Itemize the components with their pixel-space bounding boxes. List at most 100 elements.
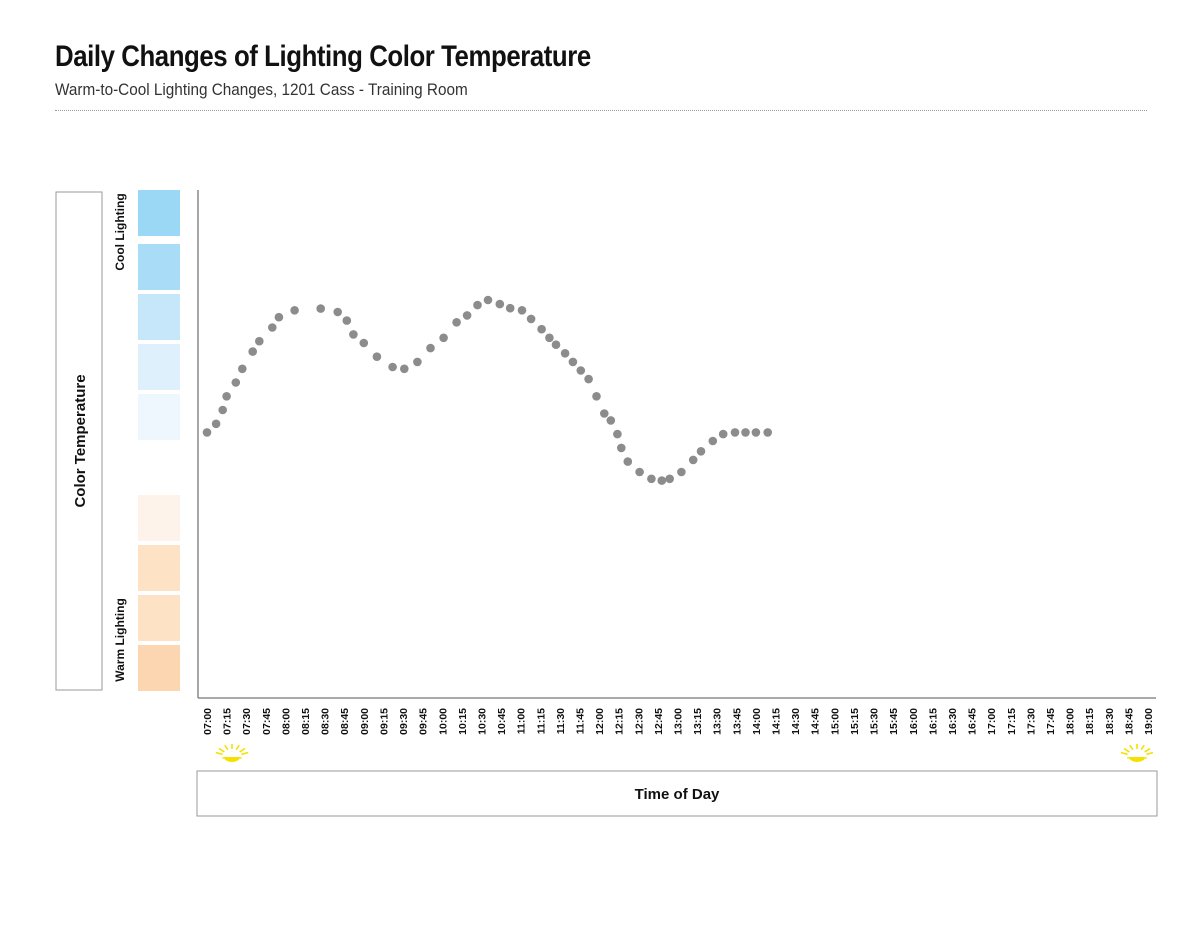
data-point: [413, 357, 422, 367]
color-temperature-bands: [138, 190, 180, 691]
x-tick-label: 18:00: [1065, 708, 1077, 735]
data-point: [202, 428, 212, 437]
warm-band-3: [138, 595, 180, 641]
x-tick-label: 14:30: [790, 708, 802, 735]
data-points: [202, 295, 772, 485]
data-point: [730, 428, 740, 437]
data-point: [211, 419, 221, 429]
x-tick-label: 10:15: [457, 708, 469, 735]
data-point: [231, 378, 241, 387]
x-tick-label: 07:00: [202, 708, 214, 735]
x-axis-label: Time of Day: [635, 786, 720, 803]
data-point: [545, 333, 554, 343]
data-point: [290, 306, 299, 315]
y-axis-label: Color Temperature: [72, 374, 89, 507]
data-point: [584, 374, 593, 384]
x-tick-label: 15:30: [869, 708, 881, 735]
x-tick-label: 17:15: [1006, 708, 1018, 735]
data-point: [473, 300, 482, 310]
data-point: [647, 474, 656, 484]
x-tick-label: 09:00: [359, 708, 371, 735]
x-tick-label: 08:45: [339, 708, 351, 735]
x-tick-label: 09:45: [418, 708, 430, 735]
data-point: [349, 330, 358, 339]
data-point: [218, 405, 227, 415]
data-point: [763, 428, 772, 437]
sunrise-icon: [215, 744, 249, 762]
y-axis-label-box: [55, 191, 103, 691]
x-tick-label: 13:15: [692, 708, 704, 735]
data-point: [248, 347, 257, 356]
x-tick-label: 12:30: [633, 708, 645, 735]
x-tick-label: 15:15: [849, 708, 861, 735]
data-point: [495, 299, 505, 309]
x-tick-label: 19:00: [1143, 708, 1155, 735]
data-point: [718, 429, 728, 439]
data-point: [268, 323, 277, 332]
x-tick-label: 18:45: [1123, 708, 1135, 735]
cool-lighting-label: Cool Lighting: [113, 193, 127, 270]
data-point: [665, 474, 674, 484]
data-point: [600, 409, 609, 418]
x-tick-label: 18:15: [1084, 708, 1096, 735]
data-point: [274, 312, 284, 322]
data-point: [342, 316, 352, 325]
x-tick-label: 14:00: [751, 708, 763, 735]
x-tick-label: 13:30: [712, 708, 724, 735]
data-point: [254, 336, 264, 346]
data-point: [505, 303, 515, 313]
data-point: [606, 416, 616, 425]
x-tick-label: 11:30: [555, 708, 567, 734]
data-point: [751, 428, 761, 437]
x-tick-label: 11:00: [516, 708, 528, 734]
data-point: [483, 295, 493, 305]
data-point: [316, 304, 326, 313]
title-divider: [55, 110, 1147, 111]
x-tick-label: 14:15: [771, 708, 783, 735]
data-point: [526, 314, 536, 324]
chart-title: Daily Changes of Lighting Color Temperat…: [55, 40, 591, 73]
x-tick-label: 07:45: [261, 708, 273, 735]
x-tick-label: 13:00: [673, 708, 685, 735]
data-point: [462, 311, 472, 320]
x-tick-label: 11:15: [535, 708, 547, 734]
x-tick-label: 11:45: [575, 708, 587, 734]
sunset-icon: [1120, 744, 1154, 762]
data-point: [635, 467, 644, 477]
x-tick-label: 07:30: [241, 708, 253, 735]
data-point: [560, 349, 570, 358]
data-point: [696, 447, 706, 456]
x-tick-label: 10:30: [477, 708, 489, 735]
x-tick-label: 12:45: [653, 708, 665, 735]
warm-band-1: [138, 495, 180, 541]
data-point: [238, 364, 247, 374]
x-tick-label: 14:45: [810, 708, 822, 735]
data-point: [688, 455, 698, 465]
data-point: [623, 457, 633, 466]
data-point: [537, 324, 546, 334]
x-tick-label: 13:45: [731, 708, 743, 735]
cool-band-4: [138, 344, 180, 390]
x-tick-label: 08:00: [280, 708, 292, 735]
data-point: [576, 366, 586, 375]
x-tick-label: 08:15: [300, 708, 312, 735]
data-point: [613, 429, 622, 439]
x-tick-label: 10:45: [496, 708, 508, 735]
cool-band-2: [138, 244, 180, 290]
cool-band-1: [138, 190, 180, 236]
x-tick-label: 16:45: [967, 708, 979, 735]
data-point: [388, 362, 397, 372]
x-tick-label: 18:30: [1104, 708, 1116, 735]
x-tick-label: 15:45: [888, 708, 900, 735]
x-tick-label: 17:45: [1045, 708, 1057, 735]
x-tick-label: 17:00: [986, 708, 998, 735]
x-axis-label-box: [196, 770, 1158, 817]
data-point: [741, 428, 750, 437]
x-tick-label: 07:15: [222, 708, 234, 735]
data-point: [708, 436, 718, 446]
data-point: [568, 357, 578, 367]
x-tick-label: 09:30: [398, 708, 410, 735]
data-point: [400, 364, 409, 374]
data-point: [359, 338, 369, 348]
data-point: [677, 467, 686, 477]
